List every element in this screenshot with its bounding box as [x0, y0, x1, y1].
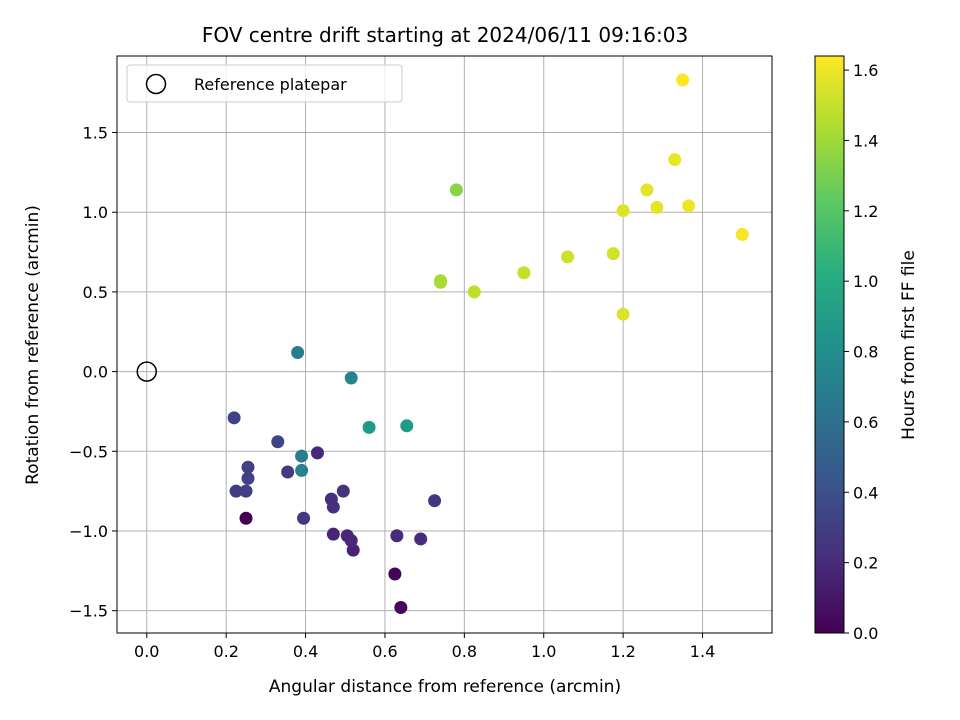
- scatter-point: [310, 446, 324, 460]
- chart-title: FOV centre drift starting at 2024/06/11 …: [202, 23, 688, 47]
- legend-box: [126, 64, 403, 103]
- y-tick-label: 1.0: [83, 203, 108, 222]
- reference-point-marker: [136, 361, 158, 382]
- scatter-point: [229, 484, 243, 498]
- y-axis-label: Rotation from reference (arcmin): [23, 205, 43, 485]
- colorbar-tick-label: 1.2: [853, 202, 878, 221]
- scatter-point: [400, 419, 414, 433]
- x-axis-label: Angular distance from reference (arcmin): [269, 677, 621, 697]
- scatter-point: [606, 247, 620, 261]
- axis-ticks: 0.0 0.2 0.4 0.6 0.8 1.0 1.2 1.4 −1.5 −1.0 −0.5 0.0 0…: [69, 124, 715, 661]
- scatter-point: [388, 567, 402, 581]
- scatter-point: [735, 228, 749, 242]
- scatter-point: [650, 200, 664, 214]
- colorbar: 0.0 0.2 0.4 0.6 0.8 1.0 1.2 1.4 1.6 Hours from f…: [814, 55, 919, 643]
- legend-marker-icon: [145, 73, 167, 95]
- colorbar-tick-label: 0.8: [853, 343, 878, 362]
- scatter-point: [394, 600, 408, 614]
- y-tick-label: 1.5: [83, 124, 108, 143]
- colorbar-tick-label: 0.0: [853, 624, 878, 643]
- scatter-point: [326, 500, 340, 514]
- x-tick-label: 0.4: [293, 642, 318, 661]
- scatter-point: [390, 529, 404, 543]
- grid-lines: [117, 56, 772, 633]
- scatter-point: [616, 307, 630, 321]
- scatter-point: [227, 411, 241, 425]
- scatter-point: [295, 449, 309, 463]
- scatter-point: [291, 345, 305, 359]
- colorbar-tick-label: 1.6: [853, 61, 878, 80]
- scatter-point: [326, 527, 340, 541]
- scatter-point: [344, 371, 358, 385]
- y-tick-label: −1.5: [69, 602, 108, 621]
- x-tick-label: 0.2: [213, 642, 238, 661]
- scatter-point: [362, 420, 376, 434]
- scatter-point: [271, 435, 285, 449]
- colorbar-tick-label: 0.6: [853, 413, 878, 432]
- scatter-point: [414, 532, 428, 546]
- data-points: [136, 73, 749, 614]
- plot-frame: [116, 55, 773, 634]
- scatter-point: [241, 471, 255, 485]
- scatter-point: [428, 494, 442, 508]
- x-tick-label: 1.4: [690, 642, 715, 661]
- colorbar-ticks: 0.0 0.2 0.4 0.6 0.8 1.0 1.2 1.4 1.6: [844, 61, 878, 643]
- scatter-point: [241, 460, 255, 474]
- colorbar-tick-label: 0.2: [853, 554, 878, 573]
- x-tick-label: 1.2: [610, 642, 635, 661]
- scatter-point: [640, 183, 654, 197]
- legend-label: Reference platepar: [194, 75, 347, 94]
- scatter-point: [676, 73, 690, 87]
- x-tick-label: 0.0: [134, 642, 159, 661]
- scatter-point: [239, 511, 253, 525]
- scatter-point: [682, 199, 696, 213]
- y-tick-label: 0.5: [83, 283, 108, 302]
- y-tick-label: −1.0: [69, 522, 108, 541]
- scatter-point: [561, 250, 575, 264]
- colorbar-tick-label: 1.4: [853, 131, 878, 150]
- x-tick-label: 1.0: [531, 642, 556, 661]
- colorbar-tick-label: 1.0: [853, 272, 878, 291]
- scatter-point: [616, 204, 630, 218]
- colorbar-gradient: [814, 55, 845, 634]
- colorbar-tick-label: 0.4: [853, 483, 878, 502]
- x-tick-label: 0.6: [372, 642, 397, 661]
- y-tick-label: 0.0: [83, 363, 108, 382]
- scatter-point: [668, 153, 682, 167]
- scatter-point: [517, 266, 531, 280]
- x-tick-label: 0.8: [452, 642, 477, 661]
- scatter-point: [239, 484, 253, 498]
- scatter-point: [336, 484, 350, 498]
- scatter-point: [344, 534, 358, 548]
- scatter-point: [281, 465, 295, 479]
- scatter-point: [297, 511, 311, 525]
- colorbar-label: Hours from first FF file: [899, 250, 919, 440]
- legend: Reference platepar: [126, 64, 403, 103]
- scatter-point: [295, 463, 309, 477]
- y-tick-label: −0.5: [69, 442, 108, 461]
- scatter-point: [467, 285, 481, 299]
- scatter-point: [434, 275, 448, 289]
- scatter-point: [449, 183, 463, 197]
